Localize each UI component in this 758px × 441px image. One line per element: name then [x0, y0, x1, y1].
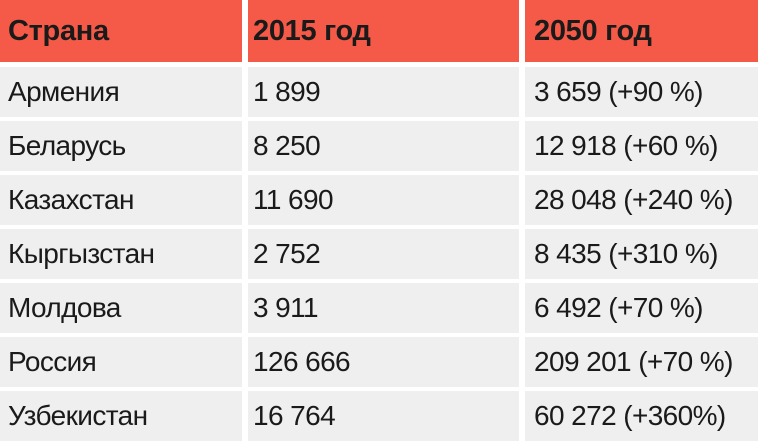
value-2015-cell: 16 764 [248, 391, 519, 441]
value-2050-cell: 28 048 (+240 %) [525, 175, 758, 225]
value-2015-cell: 2 752 [248, 229, 519, 279]
column-gap [519, 121, 525, 171]
value-2050-cell: 3 659 (+90 %) [525, 67, 758, 117]
table-row: Казахстан 11 690 28 048 (+240 %) [0, 175, 758, 225]
table-row: Россия 126 666 209 201 (+70 %) [0, 337, 758, 387]
column-gap [242, 229, 248, 279]
value-2050-cell: 12 918 (+60 %) [525, 121, 758, 171]
column-gap [242, 175, 248, 225]
column-header-country: Страна [0, 0, 242, 62]
column-gap [519, 337, 525, 387]
country-cell: Молдова [0, 283, 242, 333]
column-gap [519, 67, 525, 117]
value-2050-cell: 60 272 (+360%) [525, 391, 758, 441]
table-row: Узбекистан 16 764 60 272 (+360%) [0, 391, 758, 441]
value-2015-cell: 8 250 [248, 121, 519, 171]
country-cell: Беларусь [0, 121, 242, 171]
table-row: Беларусь 8 250 12 918 (+60 %) [0, 121, 758, 171]
column-header-2015: 2015 год [248, 0, 519, 62]
column-gap [242, 67, 248, 117]
column-gap [242, 391, 248, 441]
value-2015-cell: 126 666 [248, 337, 519, 387]
column-gap [519, 0, 525, 62]
country-cell: Казахстан [0, 175, 242, 225]
column-gap [242, 121, 248, 171]
column-gap [519, 283, 525, 333]
value-2015-cell: 3 911 [248, 283, 519, 333]
country-cell: Узбекистан [0, 391, 242, 441]
table-row: Молдова 3 911 6 492 (+70 %) [0, 283, 758, 333]
column-gap [519, 175, 525, 225]
country-cell: Кыргызстан [0, 229, 242, 279]
column-gap [242, 0, 248, 62]
country-cell: Армения [0, 67, 242, 117]
country-cell: Россия [0, 337, 242, 387]
column-gap [242, 283, 248, 333]
column-gap [242, 337, 248, 387]
value-2015-cell: 11 690 [248, 175, 519, 225]
value-2050-cell: 6 492 (+70 %) [525, 283, 758, 333]
value-2050-cell: 8 435 (+310 %) [525, 229, 758, 279]
value-2015-cell: 1 899 [248, 67, 519, 117]
table-row: Армения 1 899 3 659 (+90 %) [0, 67, 758, 117]
column-gap [519, 391, 525, 441]
table-row: Кыргызстан 2 752 8 435 (+310 %) [0, 229, 758, 279]
column-gap [519, 229, 525, 279]
table-header-row: Страна 2015 год 2050 год [0, 0, 758, 62]
column-header-2050: 2050 год [525, 0, 758, 62]
value-2050-cell: 209 201 (+70 %) [525, 337, 758, 387]
